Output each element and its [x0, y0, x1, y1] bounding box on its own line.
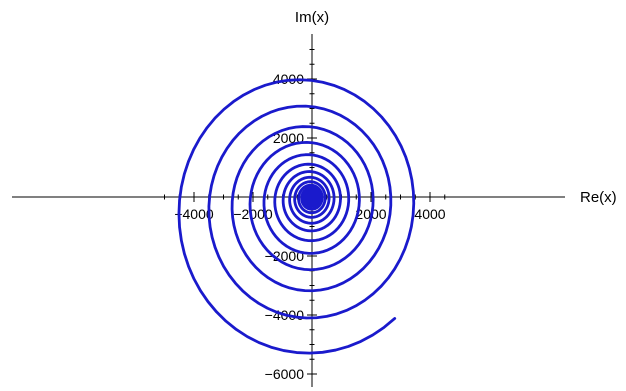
x-tick-label: −4000: [174, 206, 214, 222]
x-tick-label: 4000: [414, 206, 445, 222]
y-tick-label: −6000: [265, 366, 305, 382]
spiral-series-line: [177, 78, 416, 355]
x-axis-label: Re(x): [580, 189, 617, 206]
axes: −4000 −2000 2000 4000−6000−4000−20002000400…: [12, 34, 565, 387]
y-tick-label: −2000: [265, 248, 305, 264]
y-axis-label: Im(x): [295, 9, 329, 26]
x-tick-label: −2000: [233, 206, 273, 222]
axis-labels: Re(x) Im(x): [295, 9, 617, 206]
